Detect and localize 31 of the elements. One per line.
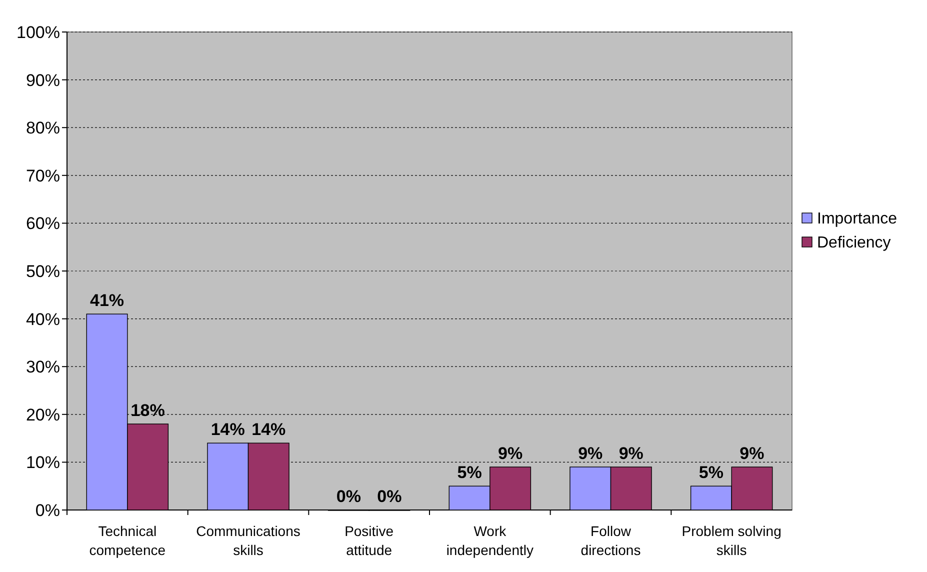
x-tick-label: Work independently [446, 523, 534, 558]
x-tick-label: Positive attitude [344, 523, 394, 558]
x-tick-label: Follow directions [580, 523, 641, 558]
y-tick-label: 100% [16, 22, 60, 42]
data-label: 0% [377, 487, 402, 506]
y-tick-label: 40% [26, 310, 60, 329]
data-label: 9% [618, 444, 644, 463]
x-tick-label: Problem solving skills [682, 523, 782, 558]
data-label: 9% [498, 444, 523, 463]
y-tick-label: 80% [26, 118, 60, 138]
y-tick-label: 60% [26, 214, 60, 234]
y-tick-label: 20% [26, 405, 60, 424]
y-tick-label: 0% [35, 500, 60, 520]
y-tick-label: 90% [26, 70, 60, 90]
legend-label: Importance [817, 210, 898, 228]
data-label: 41% [90, 291, 124, 310]
data-label: 18% [130, 400, 165, 420]
y-tick-label: 50% [26, 262, 60, 281]
data-label: 14% [210, 420, 245, 440]
data-label: 14% [252, 420, 286, 440]
data-label: 5% [457, 463, 482, 482]
y-tick-label: 10% [26, 453, 60, 472]
data-label: 9% [578, 444, 603, 463]
x-tick-label: Technical competence [89, 523, 166, 558]
y-tick-label: 30% [26, 358, 60, 377]
data-label: 9% [740, 444, 764, 463]
data-label: 5% [698, 463, 724, 482]
y-tick-label: 70% [26, 166, 60, 186]
data-label: 0% [336, 487, 361, 506]
x-tick-label: Communications skills [196, 523, 300, 558]
legend-label: Deficiency [817, 234, 891, 252]
